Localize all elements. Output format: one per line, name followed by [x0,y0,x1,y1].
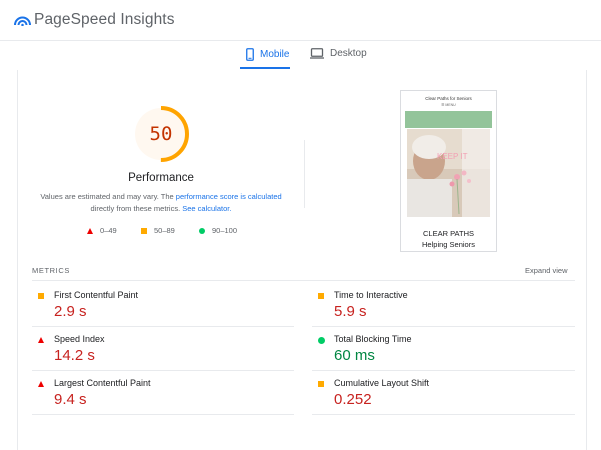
fail-triangle-icon [87,227,93,234]
screenshot-site-title: Clear Paths for Seniors [425,96,472,101]
tab-desktop[interactable]: Desktop [310,48,367,59]
fail-triangle-icon [38,381,44,387]
metric-value: 14.2 s [54,347,95,364]
score-calculation-link[interactable]: performance score is calculated [175,192,282,201]
metric-label: Time to Interactive [334,290,408,300]
metric-label: Cumulative Layout Shift [334,378,430,388]
legend-average: 50–89 [141,226,175,235]
fail-triangle-icon [38,337,44,343]
metric-largest-contentful-paint: Largest Contentful Paint 9.4 s [32,376,292,416]
metric-value: 60 ms [334,347,375,364]
screenshot-menu: ☰ MENU [441,103,456,107]
average-square-icon [318,381,324,387]
row-divider [312,370,575,371]
metric-time-to-interactive: Time to Interactive 5.9 s [312,288,572,328]
metric-cumulative-layout-shift: Cumulative Layout Shift 0.252 [312,376,572,416]
metric-total-blocking-time: Total Blocking Time 60 ms [312,332,572,372]
top-bar: PageSpeed Insights [0,0,601,41]
screenshot-caption-2: Helping Seniors [422,240,475,249]
metric-label: Speed Index [54,334,105,344]
pass-circle-icon [199,227,205,234]
screenshot-overlay-text: KEEP IT [437,152,468,161]
legend-fail-range: 0–49 [100,226,117,235]
metric-value: 0.252 [334,391,372,408]
screenshot-hero-photo: KEEP IT [407,129,490,217]
logo[interactable]: PageSpeed Insights [14,11,175,29]
screenshot-caption-1: CLEAR PATHS [423,229,474,238]
mobile-icon [246,48,254,61]
performance-score: 50 [149,123,173,145]
row-divider [312,326,575,327]
score-legend: 0–49 50–89 90–100 [0,226,322,238]
performance-description: Values are estimated and may vary. The p… [40,191,282,215]
divider [304,140,305,208]
pass-circle-icon [318,337,325,344]
metrics-divider [32,280,575,281]
metric-value: 9.4 s [54,391,87,408]
metric-label: Total Blocking Time [334,334,412,344]
tab-mobile-label: Mobile [260,49,290,60]
legend-pass-range: 90–100 [212,226,238,235]
tab-mobile[interactable]: Mobile [246,48,289,61]
legend-fail: 0–49 [87,226,117,235]
metrics-section-label: METRICS [32,266,70,275]
metric-value: 2.9 s [54,303,87,320]
row-divider [312,414,575,415]
device-tabs: Mobile Desktop [0,41,601,70]
metric-label: Largest Contentful Paint [54,378,151,388]
average-square-icon [38,293,44,299]
active-tab-indicator [240,67,290,69]
desc-prefix: Values are estimated and may vary. The [40,192,176,201]
expand-view-button[interactable]: Expand view [525,266,568,275]
pagespeed-logo-icon [14,16,31,26]
row-divider [32,414,294,415]
row-divider [32,370,294,371]
report-panel [17,70,587,450]
metric-speed-index: Speed Index 14.2 s [32,332,292,372]
metric-value: 5.9 s [334,303,367,320]
see-calculator-link[interactable]: See calculator. [182,204,232,213]
performance-gauge [133,106,189,162]
metric-label: First Contentful Paint [54,290,139,300]
tab-desktop-label: Desktop [330,48,367,59]
screenshot-green-band [405,111,492,128]
legend-pass: 90–100 [199,226,237,235]
legend-average-range: 50–89 [154,226,175,235]
average-square-icon [141,227,147,234]
desc-middle: directly from these metrics. [90,204,183,213]
average-square-icon [318,293,324,299]
app-title: PageSpeed Insights [34,11,175,28]
performance-title: Performance [128,172,194,184]
metric-first-contentful-paint: First Contentful Paint 2.9 s [32,288,292,328]
row-divider [32,326,294,327]
desktop-icon [310,48,324,59]
page-screenshot: Clear Paths for Seniors ☰ MENU KEEP IT C… [400,90,497,252]
